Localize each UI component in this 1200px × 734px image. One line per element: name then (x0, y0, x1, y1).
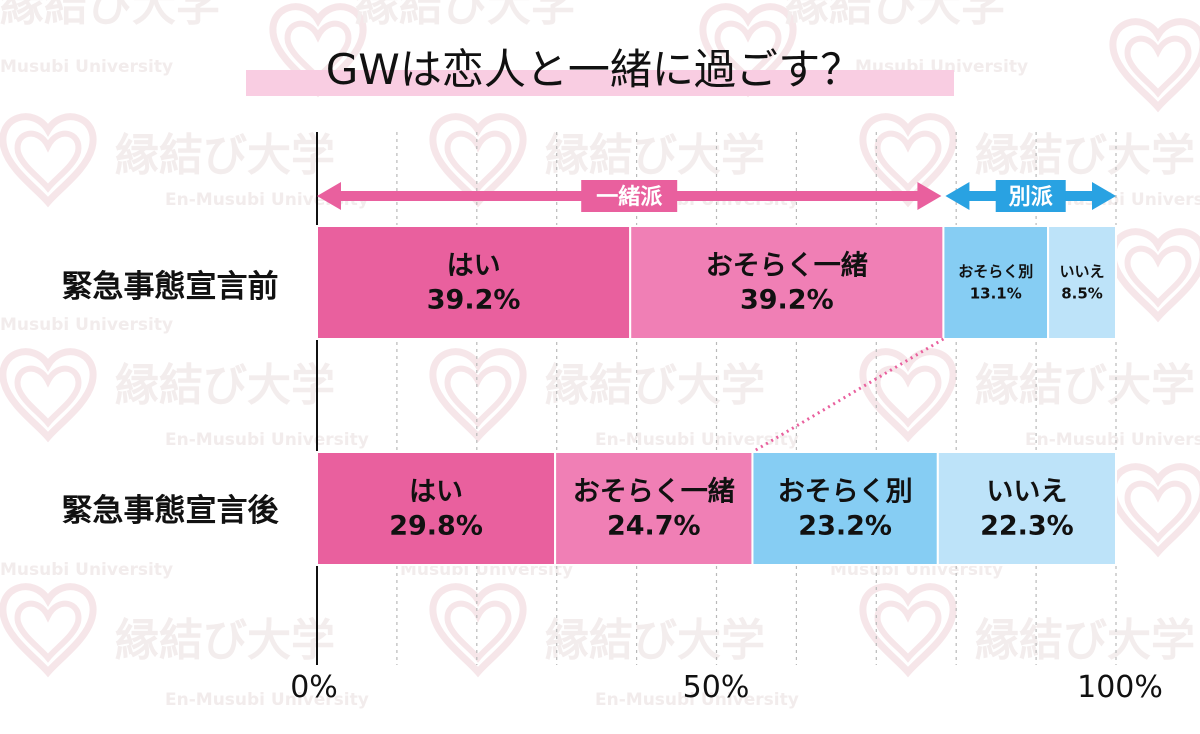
segment-value-label: 39.2% (427, 285, 521, 316)
bar-segment (1047, 225, 1117, 340)
segment-value-label: 24.7% (607, 511, 701, 542)
watermark-heart-icon (1113, 232, 1200, 317)
bar-segment (751, 451, 939, 566)
segment-value-label: 22.3% (980, 511, 1074, 542)
watermark-heart-icon (433, 117, 523, 202)
gridlines (396, 132, 1117, 665)
watermark-text: 縁結び大学 (0, 0, 220, 31)
segment-series-label: いいえ (1060, 263, 1105, 281)
watermark-heart-icon (433, 587, 523, 672)
watermark-heart-icon (1113, 22, 1200, 107)
watermark-heart-icon (3, 587, 93, 672)
watermark-subtext: En-Musubi University (1025, 430, 1200, 450)
watermark-subtext: Musubi University (0, 560, 173, 580)
watermark-heart-icon (3, 352, 93, 437)
watermark-text: 縁結び大学 (785, 0, 1005, 31)
bar-segment (554, 451, 754, 566)
watermark-subtext: Musubi University (0, 57, 173, 77)
watermark-text: 縁結び大学 (545, 360, 765, 411)
bar-segment (316, 225, 632, 340)
bar-segment (942, 225, 1050, 340)
x-tick-0: 0% (290, 670, 338, 705)
group-label-box (995, 180, 1066, 212)
watermark-text: 縁結び大学 (545, 130, 765, 181)
watermark-text: 縁結び大学 (115, 130, 335, 181)
watermark-subtext: Musubi University (0, 315, 173, 335)
watermark-subtext: En-Musubi University (595, 430, 799, 450)
bar-segment (936, 451, 1117, 566)
group-arrows: 一緒派 別派 (317, 180, 1116, 212)
watermark-text: 縁結び大学 (545, 615, 765, 666)
watermark-heart-icon (433, 352, 523, 437)
segment-value-label: 13.1% (970, 285, 1022, 303)
segment-value-label: 29.8% (389, 511, 483, 542)
category-label-after: 緊急事態宣言後 (62, 493, 280, 529)
x-tick-100: 100% (1077, 670, 1163, 705)
segment-value-label: 23.2% (798, 511, 892, 542)
segment-series-label: はい (409, 477, 463, 508)
title-underline (246, 70, 954, 96)
chart-title: GWは恋人と一緒に過ごす？ (326, 45, 863, 94)
connector-dotted-line (751, 337, 945, 454)
stacked-bars (316, 225, 1117, 566)
watermark-text: 縁結び大学 (355, 0, 575, 31)
segment-value-label: 39.2% (740, 285, 834, 316)
group-label: 一緒派 (596, 184, 662, 210)
watermark-text: 縁結び大学 (115, 360, 335, 411)
segment-series-label: いいえ (986, 477, 1067, 508)
watermark-text: 縁結び大学 (975, 360, 1195, 411)
segment-series-label: おそらく一緒 (573, 476, 735, 508)
x-tick-50: 50% (683, 670, 750, 705)
watermark-subtext: En-Musubi University (595, 690, 799, 710)
segment-value-label: 8.5% (1061, 285, 1103, 303)
watermark-heart-icon (3, 117, 93, 202)
watermark-text: 縁結び大学 (975, 615, 1195, 666)
bar-segment (629, 225, 945, 340)
watermark-heart-icon (1113, 467, 1200, 552)
segment-labels: はい39.2%おそらく一緒39.2%おそらく別13.1%いいえ8.5%はい29.… (389, 250, 1104, 542)
segment-series-label: はい (447, 251, 501, 282)
watermark-subtext: En-Musubi University (165, 690, 369, 710)
watermark-text: 縁結び大学 (115, 615, 335, 666)
category-label-before: 緊急事態宣言前 (62, 269, 279, 305)
watermark-text: 縁結び大学 (975, 130, 1195, 181)
connector-line (751, 337, 945, 454)
segment-series-label: おそらく一緒 (706, 250, 868, 282)
bar-segment (316, 451, 557, 566)
group-label-box (581, 180, 678, 212)
segment-series-label: おそらく別 (958, 263, 1033, 281)
segment-series-label: おそらく別 (778, 477, 913, 508)
group-label: 別派 (1009, 185, 1053, 210)
watermark-subtext: En-Musubi University (165, 430, 369, 450)
